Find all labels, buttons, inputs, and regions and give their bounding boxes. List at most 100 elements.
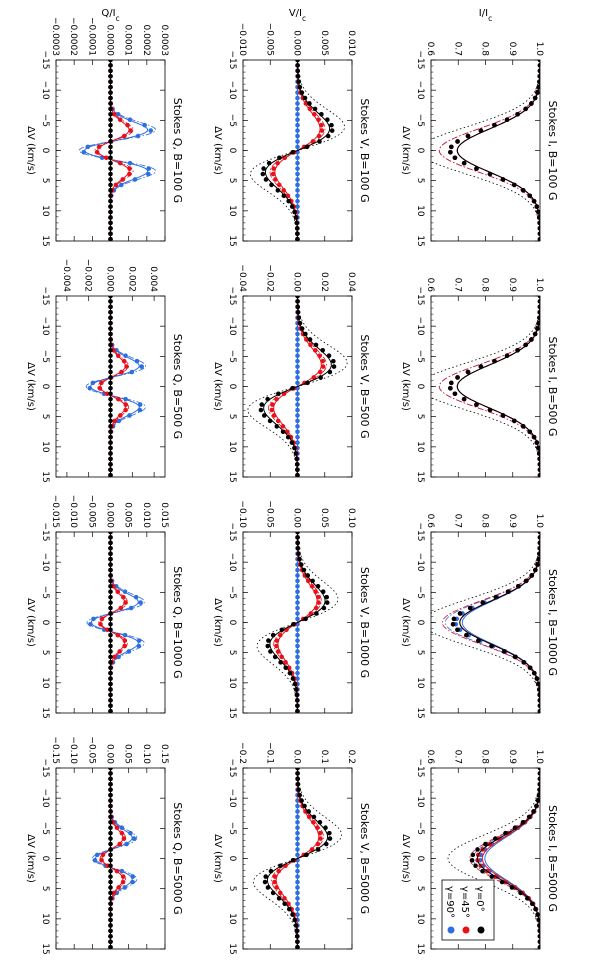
series-point-gamma0	[108, 627, 113, 633]
series-point-gamma0	[108, 879, 113, 885]
series-group	[85, 296, 146, 477]
series-point-gamma0	[531, 434, 537, 440]
series-point-gamma0	[263, 177, 269, 182]
series-point-gamma0	[327, 836, 333, 841]
series-point-gamma0	[331, 364, 337, 369]
series-point-gamma0	[108, 545, 113, 551]
series-point-gamma0	[108, 681, 113, 687]
series-point-gamma45	[305, 578, 311, 584]
series-point-gamma0	[537, 467, 540, 473]
series-point-gamma0	[323, 841, 329, 847]
series-point-gamma0	[535, 912, 540, 917]
series-point-gamma0	[108, 692, 113, 698]
x-tick-label: 5	[40, 650, 50, 656]
series-point-gamma90	[119, 182, 124, 188]
series-point-gamma90	[295, 820, 300, 825]
series-point-gamma0	[108, 901, 113, 907]
series-point-gamma0	[304, 852, 309, 858]
y-tick-label: 0.0002	[141, 25, 151, 57]
x-tick-label: 10	[415, 913, 425, 925]
series-point-gamma0	[108, 296, 113, 299]
series-point-gamma45	[112, 418, 118, 424]
series-point-gamma0	[108, 567, 113, 573]
series-point-gamma0	[451, 616, 457, 622]
series-point-gamma0	[108, 863, 113, 869]
series-point-gamma90	[146, 166, 152, 171]
series-point-gamma45	[115, 632, 121, 638]
series-point-gamma0	[535, 90, 540, 95]
x-tick-label: 5	[227, 886, 237, 892]
series-point-gamma0	[537, 540, 540, 546]
series-point-gamma90	[295, 676, 300, 681]
series-point-gamma0	[279, 627, 285, 633]
series-point-gamma90	[119, 825, 125, 831]
y-tick-label: −0.002	[83, 259, 93, 292]
plot-frame	[430, 531, 541, 714]
x-axis-label: ΔV (km/s)	[212, 126, 223, 175]
series-point-gamma0	[108, 868, 113, 874]
series-point-gamma0	[534, 676, 540, 681]
y-tick-label: 0.9	[507, 750, 517, 765]
series-point-gamma0	[478, 364, 484, 369]
y-tick-label: −0.005	[86, 495, 96, 528]
series-point-gamma90	[295, 182, 300, 188]
series-point-gamma0	[292, 209, 297, 215]
series-point-gamma0	[108, 133, 113, 139]
series-point-gamma0	[292, 917, 298, 923]
series-point-gamma45	[274, 396, 279, 402]
series-point-gamma45	[98, 622, 103, 627]
series-point-gamma0	[455, 375, 460, 380]
series-point-gamma0	[108, 326, 113, 331]
series-group	[431, 296, 540, 477]
series-point-gamma0	[523, 342, 528, 348]
x-tick-label: 0	[227, 620, 237, 626]
series-point-gamma0	[280, 429, 286, 435]
series-point-gamma45	[117, 649, 122, 654]
series-point-gamma0	[537, 692, 540, 698]
series-point-gamma0	[523, 106, 528, 112]
series-line-gamma45	[456, 296, 540, 477]
y-tick-label: 0.05	[123, 744, 133, 764]
y-tick-label: 0.000	[105, 502, 115, 528]
plot-frame	[430, 295, 541, 478]
series-point-gamma0	[283, 665, 289, 671]
x-tick-label: 5	[227, 178, 237, 184]
series-model-gamma0	[431, 296, 540, 477]
series-point-gamma45	[115, 353, 121, 359]
series-point-gamma0	[293, 923, 299, 928]
series-point-gamma0	[307, 337, 313, 342]
series-point-gamma0	[537, 781, 540, 787]
series-point-gamma45	[315, 825, 320, 831]
series-point-gamma0	[108, 342, 113, 348]
x-tick-label: −10	[40, 553, 50, 572]
series-point-gamma0	[108, 84, 113, 90]
series-point-gamma0	[296, 551, 301, 557]
series-point-gamma0	[108, 456, 113, 462]
x-tick-label: 15	[415, 707, 425, 718]
series-point-gamma45	[114, 868, 120, 874]
series-point-gamma0	[108, 885, 113, 890]
series-point-gamma0	[108, 309, 113, 315]
series-point-gamma0	[108, 144, 113, 150]
series-point-gamma0	[290, 386, 295, 391]
series-point-gamma0	[285, 434, 291, 440]
panel-title: Stokes I, B=500 G	[546, 336, 559, 436]
series-point-gamma0	[294, 226, 300, 231]
y-tick-label: 0.0000	[105, 25, 115, 57]
series-point-gamma90	[91, 616, 96, 622]
series-point-gamma0	[108, 299, 113, 304]
series-point-gamma0	[296, 79, 302, 85]
series-point-gamma0	[108, 413, 113, 418]
series-point-gamma45	[121, 358, 127, 364]
x-tick-label: −5	[40, 350, 50, 363]
series-point-gamma0	[108, 934, 113, 939]
panel-5: Stokes V, B=100 G −15 −10 −5 0 5 10 15 −0.010 −0.…	[212, 8, 371, 247]
series-point-gamma0	[286, 198, 291, 204]
x-tick-label: 15	[40, 235, 50, 246]
series-point-gamma0	[108, 798, 113, 803]
series-point-gamma90	[295, 836, 300, 841]
series-point-gamma45	[269, 407, 275, 413]
series-point-gamma90	[127, 117, 133, 123]
series-point-gamma0	[304, 144, 310, 150]
